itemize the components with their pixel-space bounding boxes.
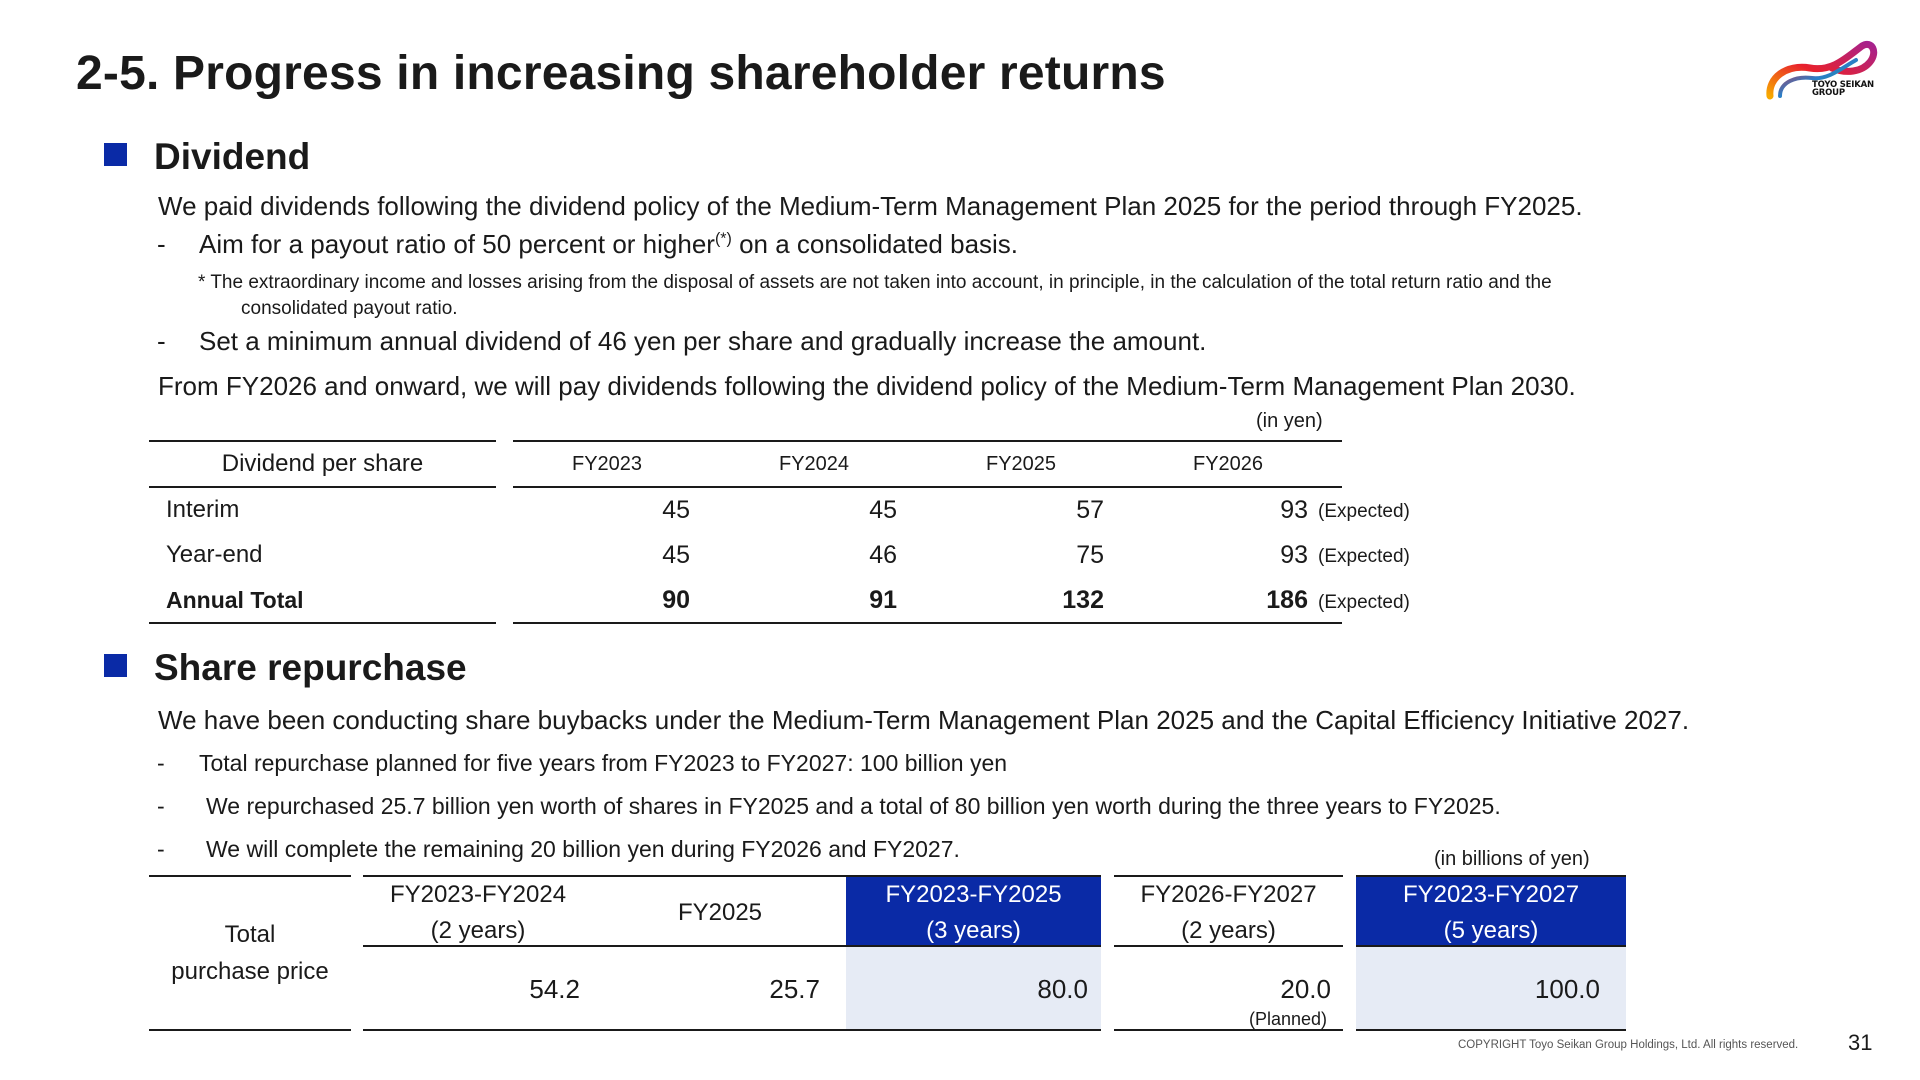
table-rule — [149, 622, 496, 624]
table-cell-value: 132 — [1062, 586, 1104, 614]
table-rule — [363, 875, 1101, 877]
highlight-value-cell — [846, 946, 1101, 1030]
table-rule — [513, 622, 1342, 624]
dividend-bullet-minimum: Set a minimum annual dividend of 46 yen … — [199, 326, 1207, 356]
bullet-dash: - — [157, 750, 165, 776]
row-label: Total — [224, 921, 276, 948]
table-rule — [1114, 945, 1343, 947]
table-rule — [149, 1029, 351, 1031]
table-rule — [1356, 945, 1626, 947]
table-rule — [149, 486, 496, 488]
column-header: FY2025 — [986, 453, 1057, 475]
table-cell-value: 20.0 — [1280, 974, 1331, 1004]
dividend-unit: (in yen) — [1256, 410, 1323, 432]
column-header: (5 years) — [1443, 917, 1539, 944]
planned-note: (Planned) — [1249, 1009, 1328, 1029]
logo-text-line1: TOYO SEIKAN — [1812, 80, 1874, 90]
column-header: FY2023 — [572, 453, 643, 475]
table-cell-value: 186 — [1266, 586, 1308, 614]
page-title: 2-5. Progress in increasing shareholder … — [76, 47, 1166, 100]
logo-swoosh-icon — [1766, 41, 1878, 100]
table-cell-value: 100.0 — [1534, 974, 1600, 1004]
company-logo: TOYO SEIKAN GROUP — [1766, 38, 1878, 102]
row-label: purchase price — [171, 958, 329, 985]
table-cell-value: 25.7 — [769, 974, 820, 1004]
table-cell-value: 80.0 — [1037, 974, 1088, 1004]
table-rule — [1114, 875, 1343, 877]
column-header: FY2023-FY2024 — [389, 881, 567, 908]
copyright-notice: COPYRIGHT Toyo Seikan Group Holdings, Lt… — [1458, 1039, 1799, 1051]
table-rule — [1356, 1029, 1626, 1031]
table-rule — [363, 1029, 1101, 1031]
row-label: Annual Total — [166, 587, 304, 613]
table-rule — [1356, 875, 1626, 877]
repurchase-intro: We have been conducting share buybacks u… — [158, 705, 1690, 735]
table-rule — [513, 486, 1342, 488]
table-rule — [513, 440, 1342, 442]
column-header: (2 years) — [1181, 917, 1276, 944]
bullet-dash: - — [157, 326, 166, 356]
expected-note: (Expected) — [1318, 501, 1410, 522]
table-cell-value: 45 — [662, 496, 690, 524]
footnote-marker: (*) — [714, 230, 732, 248]
dividend-outro: From FY2026 and onward, we will pay divi… — [158, 371, 1576, 401]
table-cell-value: 46 — [869, 541, 897, 569]
repurchase-heading: Share repurchase — [154, 647, 467, 688]
table-cell-value: 91 — [869, 586, 897, 614]
highlight-header-cell — [1356, 876, 1626, 946]
table-rule — [363, 945, 1101, 947]
bullet-dash: - — [157, 793, 165, 819]
bullet-dash: - — [157, 229, 166, 259]
column-header: (2 years) — [430, 917, 526, 944]
bullet-dash: - — [157, 836, 165, 862]
column-header: FY2023-FY2027 — [1402, 881, 1580, 908]
section-bullet-square — [104, 654, 127, 677]
highlight-header-cell — [846, 876, 1101, 946]
table-row-header: Dividend per share — [221, 450, 424, 477]
table-cell-value: 90 — [662, 586, 690, 614]
repurchase-bullet: Total repurchase planned for five years … — [199, 750, 1008, 776]
table-cell-value: 54.2 — [529, 974, 580, 1004]
column-header: (3 years) — [926, 917, 1021, 944]
column-header: FY2026 — [1193, 453, 1264, 475]
repurchase-bullet: We will complete the remaining 20 billio… — [206, 836, 960, 862]
row-label: Year-end — [166, 541, 263, 568]
logo-text-line2: GROUP — [1812, 88, 1845, 98]
table-rule — [149, 875, 351, 877]
table-cell-value: 57 — [1076, 496, 1104, 524]
column-header: FY2025 — [677, 899, 763, 926]
expected-note: (Expected) — [1318, 546, 1410, 567]
section-bullet-square — [104, 143, 127, 166]
dividend-footnote-line2: consolidated payout ratio. — [241, 298, 458, 319]
table-rule — [1114, 1029, 1343, 1031]
expected-note: (Expected) — [1318, 592, 1410, 613]
dividend-bullet-payout: Aim for a payout ratio of 50 percent or … — [199, 229, 1019, 259]
column-header: FY2023-FY2025 — [885, 881, 1062, 908]
dividend-intro: We paid dividends following the dividend… — [158, 191, 1583, 221]
repurchase-bullet: We repurchased 25.7 billion yen worth of… — [206, 793, 1501, 819]
row-label: Interim — [166, 496, 240, 523]
table-cell-value: 93 — [1280, 496, 1308, 524]
table-rule — [149, 440, 496, 442]
repurchase-unit: (in billions of yen) — [1434, 848, 1590, 870]
column-header: FY2026-FY2027 — [1140, 881, 1317, 908]
highlight-value-cell — [1356, 946, 1626, 1030]
column-header: FY2024 — [779, 453, 850, 475]
table-cell-value: 45 — [662, 541, 690, 569]
table-cell-value: 75 — [1076, 541, 1104, 569]
table-cell-value: 93 — [1280, 541, 1308, 569]
page-number: 31 — [1848, 1030, 1873, 1055]
dividend-footnote-line1: * The extraordinary income and losses ar… — [198, 272, 1552, 293]
dividend-heading: Dividend — [154, 136, 311, 177]
table-cell-value: 45 — [869, 496, 897, 524]
